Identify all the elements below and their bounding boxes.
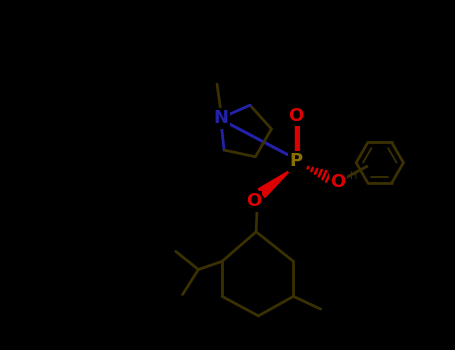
Text: H: H [350,171,358,181]
Text: O: O [288,107,303,125]
Text: O: O [330,173,346,191]
Text: O: O [246,193,261,210]
Text: N: N [213,109,228,127]
Text: P: P [289,152,302,170]
Polygon shape [258,169,291,197]
